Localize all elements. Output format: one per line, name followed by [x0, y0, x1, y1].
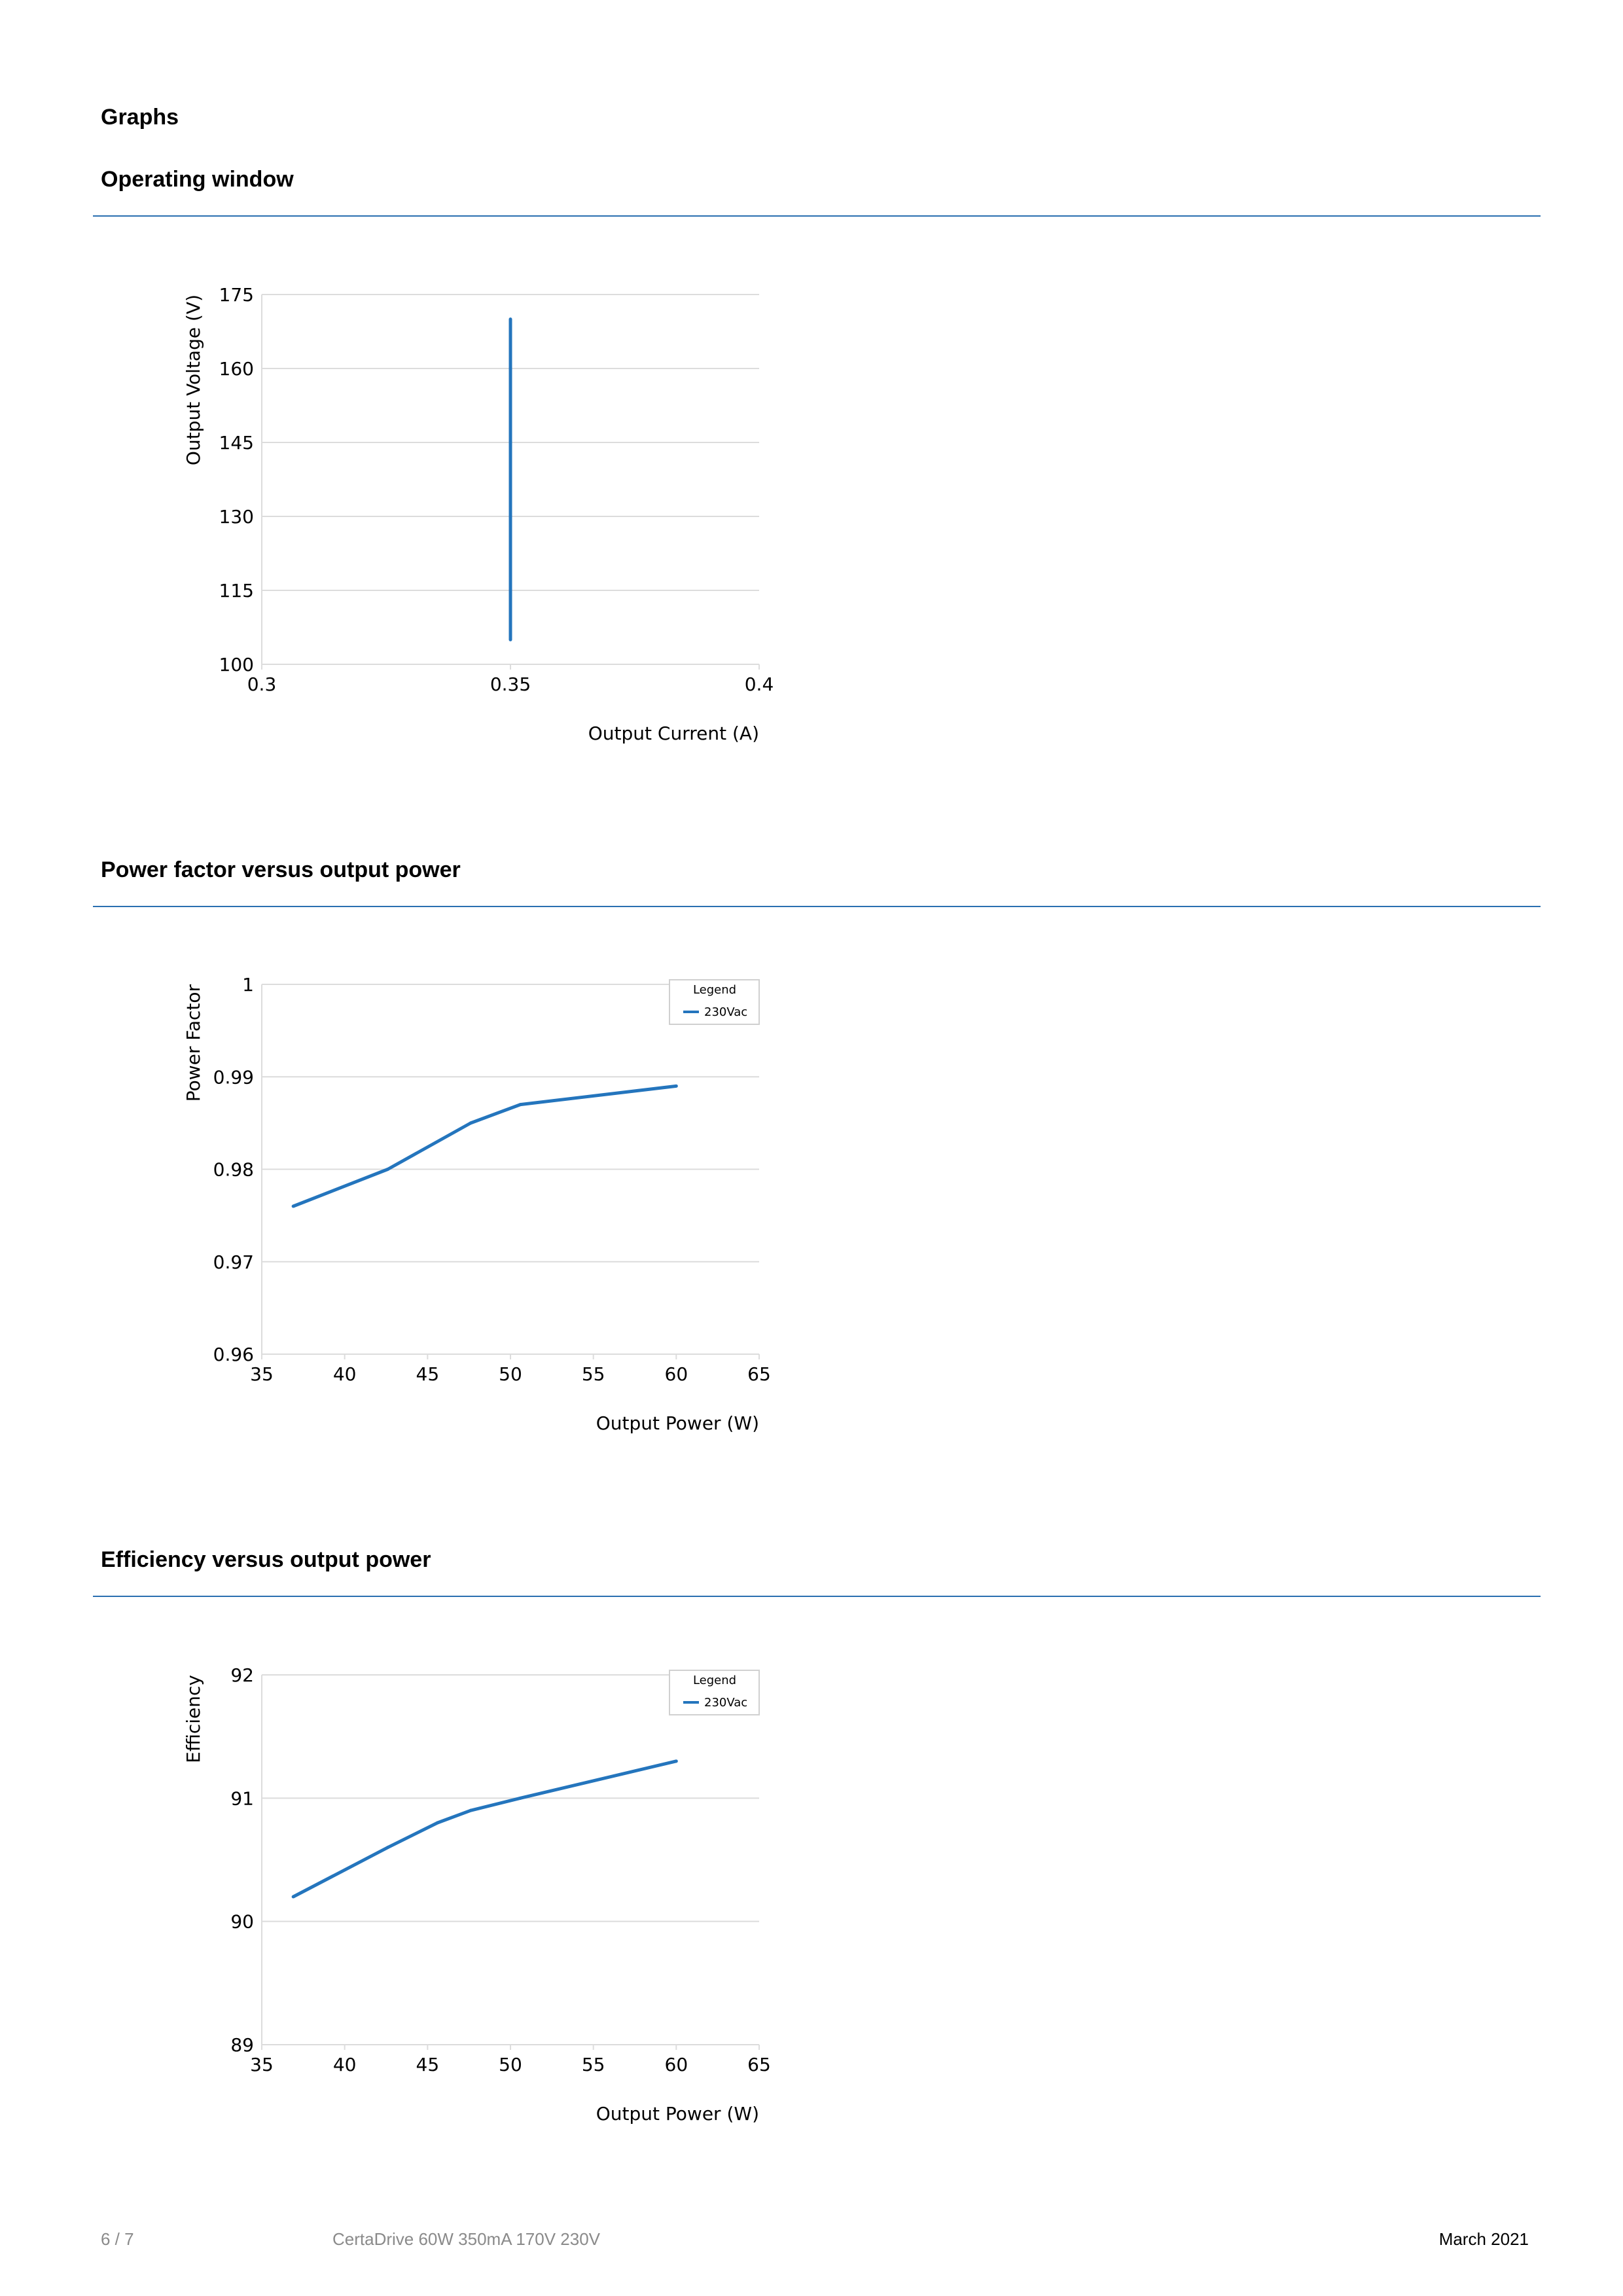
x-tick-label: 55 [582, 1363, 605, 1385]
y-tick-label: 0.96 [213, 1344, 254, 1365]
x-tick-label: 50 [499, 1363, 522, 1385]
data-point [386, 1168, 390, 1171]
x-tick-label: 45 [416, 2054, 440, 2075]
y-axis-title: Efficiency [183, 1675, 204, 1763]
legend-item-label: 230Vac [704, 1005, 747, 1019]
data-point [386, 1846, 390, 1850]
y-axis-title: Output Voltage (V) [183, 295, 204, 465]
x-tick-label: 35 [250, 2054, 274, 2075]
data-point [674, 1084, 678, 1088]
x-axis-title: Output Current (A) [588, 723, 759, 744]
operating-window-chart: 100 115 130 145 160 175 0.3 0.35 0.4 Output Curre… [183, 284, 774, 744]
section-title-efficiency: Efficiency versus output power [101, 1547, 431, 1572]
y-tick-label: 1 [242, 974, 254, 996]
y-tick-label: 89 [230, 2034, 254, 2056]
x-tick-label: 65 [747, 2054, 771, 2075]
series-line [292, 1759, 677, 1899]
section-divider [93, 1596, 1541, 1597]
series-line [293, 1084, 677, 1208]
footer-date: March 2021 [1438, 2229, 1529, 2249]
data-point [508, 637, 512, 641]
x-tick-label: 35 [250, 1363, 274, 1385]
x-tick-label: 40 [333, 1363, 357, 1385]
y-tick-label: 115 [219, 580, 254, 601]
chart-legend: Legend 230Vac [669, 1670, 760, 1715]
y-tick-label: 100 [219, 654, 254, 675]
legend-title: Legend [693, 1674, 736, 1687]
data-point [291, 1895, 295, 1899]
data-point [508, 317, 512, 321]
y-tick-label: 92 [230, 1664, 254, 1686]
legend-item-label: 230Vac [704, 1696, 747, 1710]
x-tick-label: 40 [333, 2054, 357, 2075]
section-divider [93, 906, 1541, 907]
data-point [674, 1759, 678, 1763]
data-point [518, 1796, 522, 1800]
x-tick-label: 55 [582, 2054, 605, 2075]
section-title-power-factor: Power factor versus output power [101, 857, 461, 882]
data-point [518, 1103, 522, 1107]
section-divider [93, 215, 1541, 217]
x-axis-title: Output Power (W) [596, 2103, 759, 2125]
legend-box [669, 1670, 760, 1715]
y-axis-title: Power Factor [183, 984, 204, 1102]
x-axis-title: Output Power (W) [596, 1412, 759, 1434]
data-point [291, 1204, 295, 1208]
y-tick-label: 90 [230, 1911, 254, 1933]
x-tick-label: 60 [665, 2054, 688, 2075]
x-tick-label: 65 [747, 1363, 771, 1385]
y-tick-label: 0.97 [213, 1251, 254, 1273]
y-tick-label: 91 [230, 1787, 254, 1809]
x-tick-label: 45 [416, 1363, 440, 1385]
legend-title: Legend [693, 983, 736, 997]
chart-legend: Legend 230Vac [669, 979, 760, 1025]
x-tick-label: 0.35 [490, 673, 531, 695]
data-point [469, 1121, 473, 1125]
x-tick-label: 0.4 [745, 673, 774, 695]
y-tick-label: 145 [219, 432, 254, 454]
power-factor-chart: 0.96 0.97 0.98 0.99 1 35 40 45 50 55 60 65 Output Po… [183, 974, 771, 1434]
x-tick-label: 0.3 [247, 673, 277, 695]
x-tick-label: 60 [665, 1363, 688, 1385]
legend-box [669, 979, 760, 1025]
data-point [436, 1821, 440, 1825]
y-tick-label: 0.98 [213, 1159, 254, 1181]
y-tick-label: 130 [219, 506, 254, 528]
y-tick-label: 0.99 [213, 1066, 254, 1088]
data-point [469, 1808, 473, 1812]
y-tick-label: 160 [219, 358, 254, 380]
section-title-operating-window: Operating window [101, 167, 294, 192]
y-tick-label: 175 [219, 284, 254, 306]
page-heading: Graphs [101, 105, 179, 130]
x-tick-label: 50 [499, 2054, 522, 2075]
footer-page-number: 6 / 7 [101, 2229, 134, 2249]
efficiency-chart: 89 90 91 92 35 40 45 50 55 60 65 Output Power (W) Ef… [183, 1664, 771, 2125]
footer-product-name: CertaDrive 60W 350mA 170V 230V [332, 2229, 600, 2249]
